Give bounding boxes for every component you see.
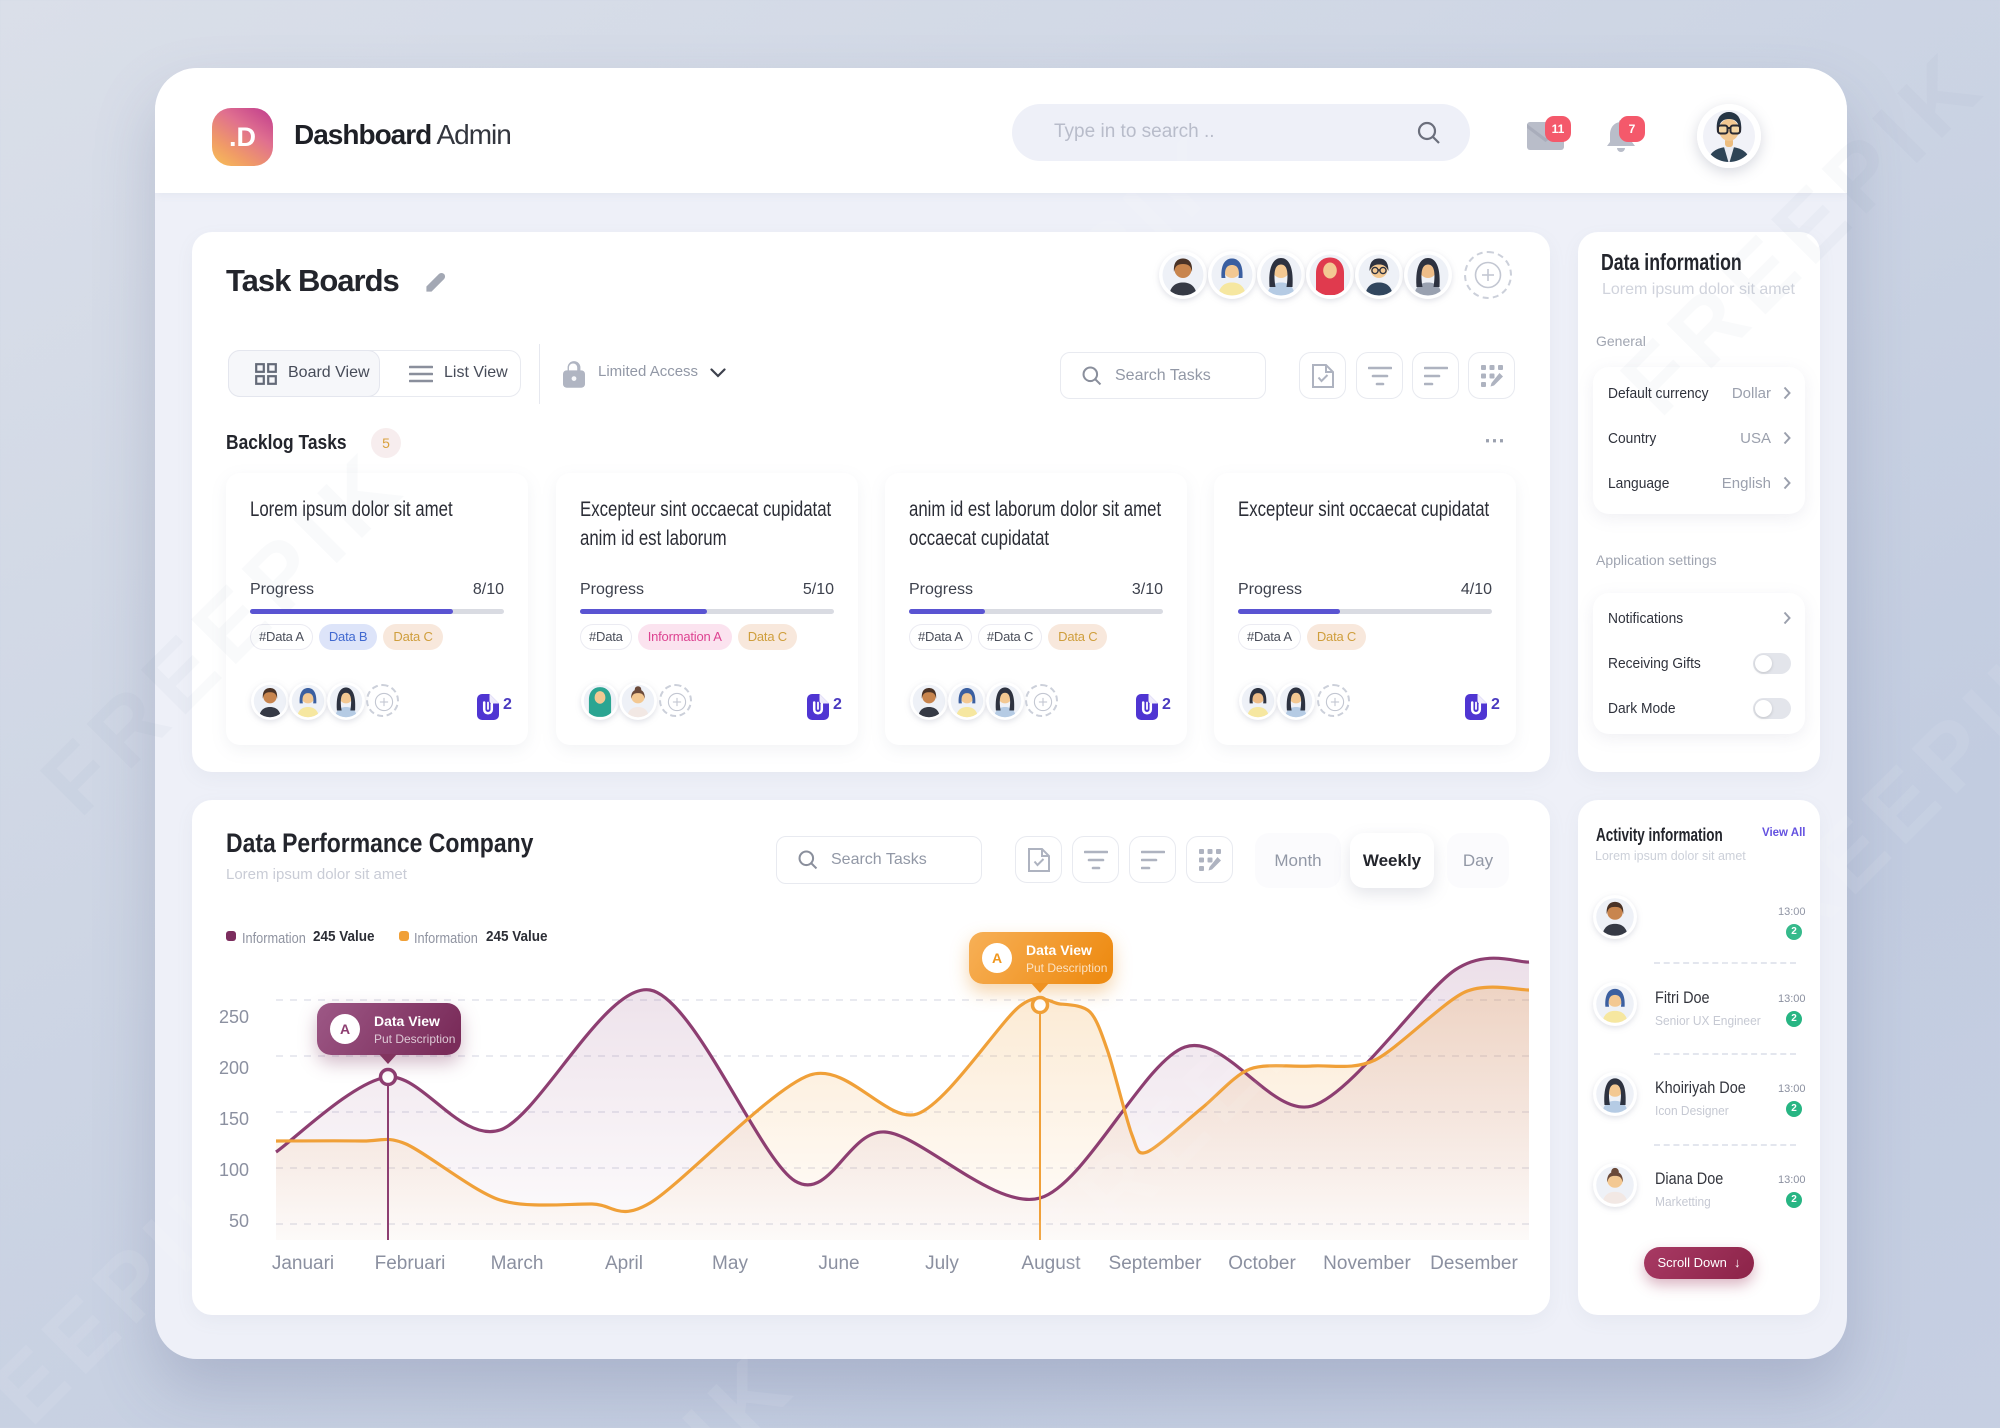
svg-text:50: 50	[229, 1211, 249, 1231]
svg-text:June: June	[818, 1253, 859, 1274]
svg-text:April: April	[605, 1253, 643, 1274]
svg-text:September: September	[1109, 1253, 1203, 1274]
svg-text:July: July	[925, 1253, 959, 1274]
svg-text:200: 200	[219, 1058, 249, 1078]
svg-text:August: August	[1021, 1253, 1081, 1274]
svg-text:Februari: Februari	[375, 1253, 446, 1274]
svg-text:May: May	[712, 1253, 748, 1274]
svg-text:250: 250	[219, 1007, 249, 1027]
svg-text:Desember: Desember	[1430, 1253, 1518, 1274]
svg-text:November: November	[1323, 1253, 1411, 1274]
svg-text:100: 100	[219, 1160, 249, 1180]
svg-text:October: October	[1228, 1253, 1296, 1274]
svg-text:Januari: Januari	[272, 1253, 334, 1274]
svg-text:150: 150	[219, 1109, 249, 1129]
svg-text:March: March	[491, 1253, 544, 1274]
